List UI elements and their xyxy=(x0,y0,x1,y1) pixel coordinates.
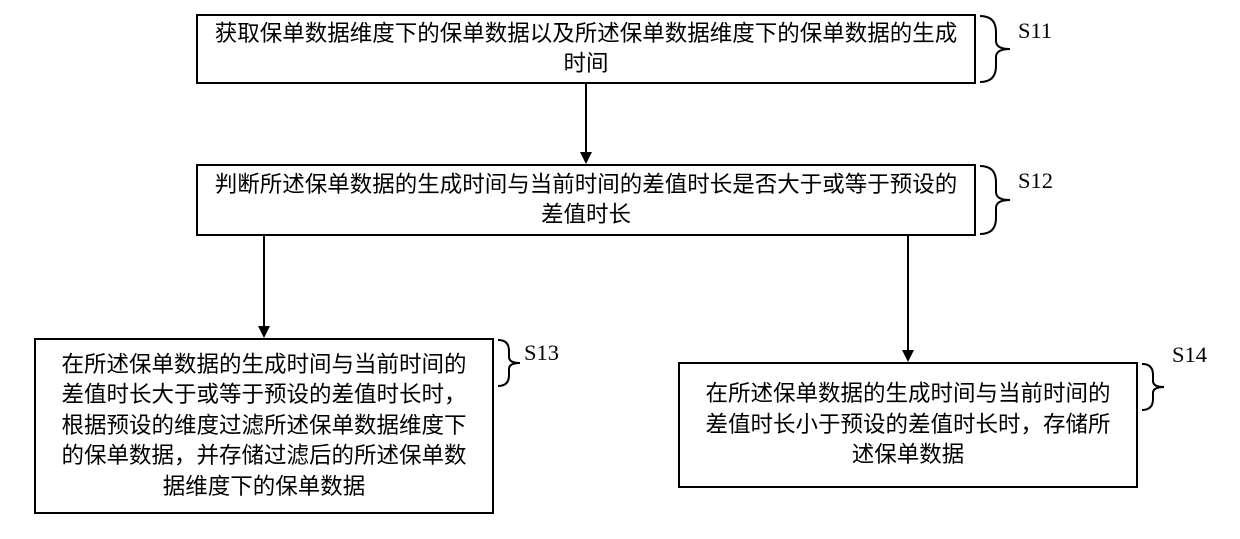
brace-s14 xyxy=(1140,362,1170,412)
flow-node-s13-text: 在所述保单数据的生成时间与当前时间的差值时长大于或等于预设的差值时长时，根据预设… xyxy=(52,350,476,502)
flow-node-s12-text: 判断所述保单数据的生成时间与当前时间的差值时长是否大于或等于预设的差值时长 xyxy=(214,170,958,231)
step-label-s11: S11 xyxy=(1018,18,1052,44)
flow-node-s11: 获取保单数据维度下的保单数据以及所述保单数据维度下的保单数据的生成时间 xyxy=(196,14,976,84)
brace-s12 xyxy=(978,164,1018,236)
flow-node-s11-text: 获取保单数据维度下的保单数据以及所述保单数据维度下的保单数据的生成时间 xyxy=(214,19,958,80)
flow-node-s12: 判断所述保单数据的生成时间与当前时间的差值时长是否大于或等于预设的差值时长 xyxy=(196,164,976,236)
flow-node-s13: 在所述保单数据的生成时间与当前时间的差值时长大于或等于预设的差值时长时，根据预设… xyxy=(34,338,494,514)
step-label-s13: S13 xyxy=(524,340,559,366)
brace-s13 xyxy=(496,338,526,388)
step-label-s12: S12 xyxy=(1018,168,1053,194)
step-label-s14: S14 xyxy=(1172,342,1207,368)
flow-node-s14-text: 在所述保单数据的生成时间与当前时间的差值时长小于预设的差值时长时，存储所述保单数… xyxy=(696,379,1120,470)
flow-node-s14: 在所述保单数据的生成时间与当前时间的差值时长小于预设的差值时长时，存储所述保单数… xyxy=(678,362,1138,488)
brace-s11 xyxy=(978,14,1018,84)
